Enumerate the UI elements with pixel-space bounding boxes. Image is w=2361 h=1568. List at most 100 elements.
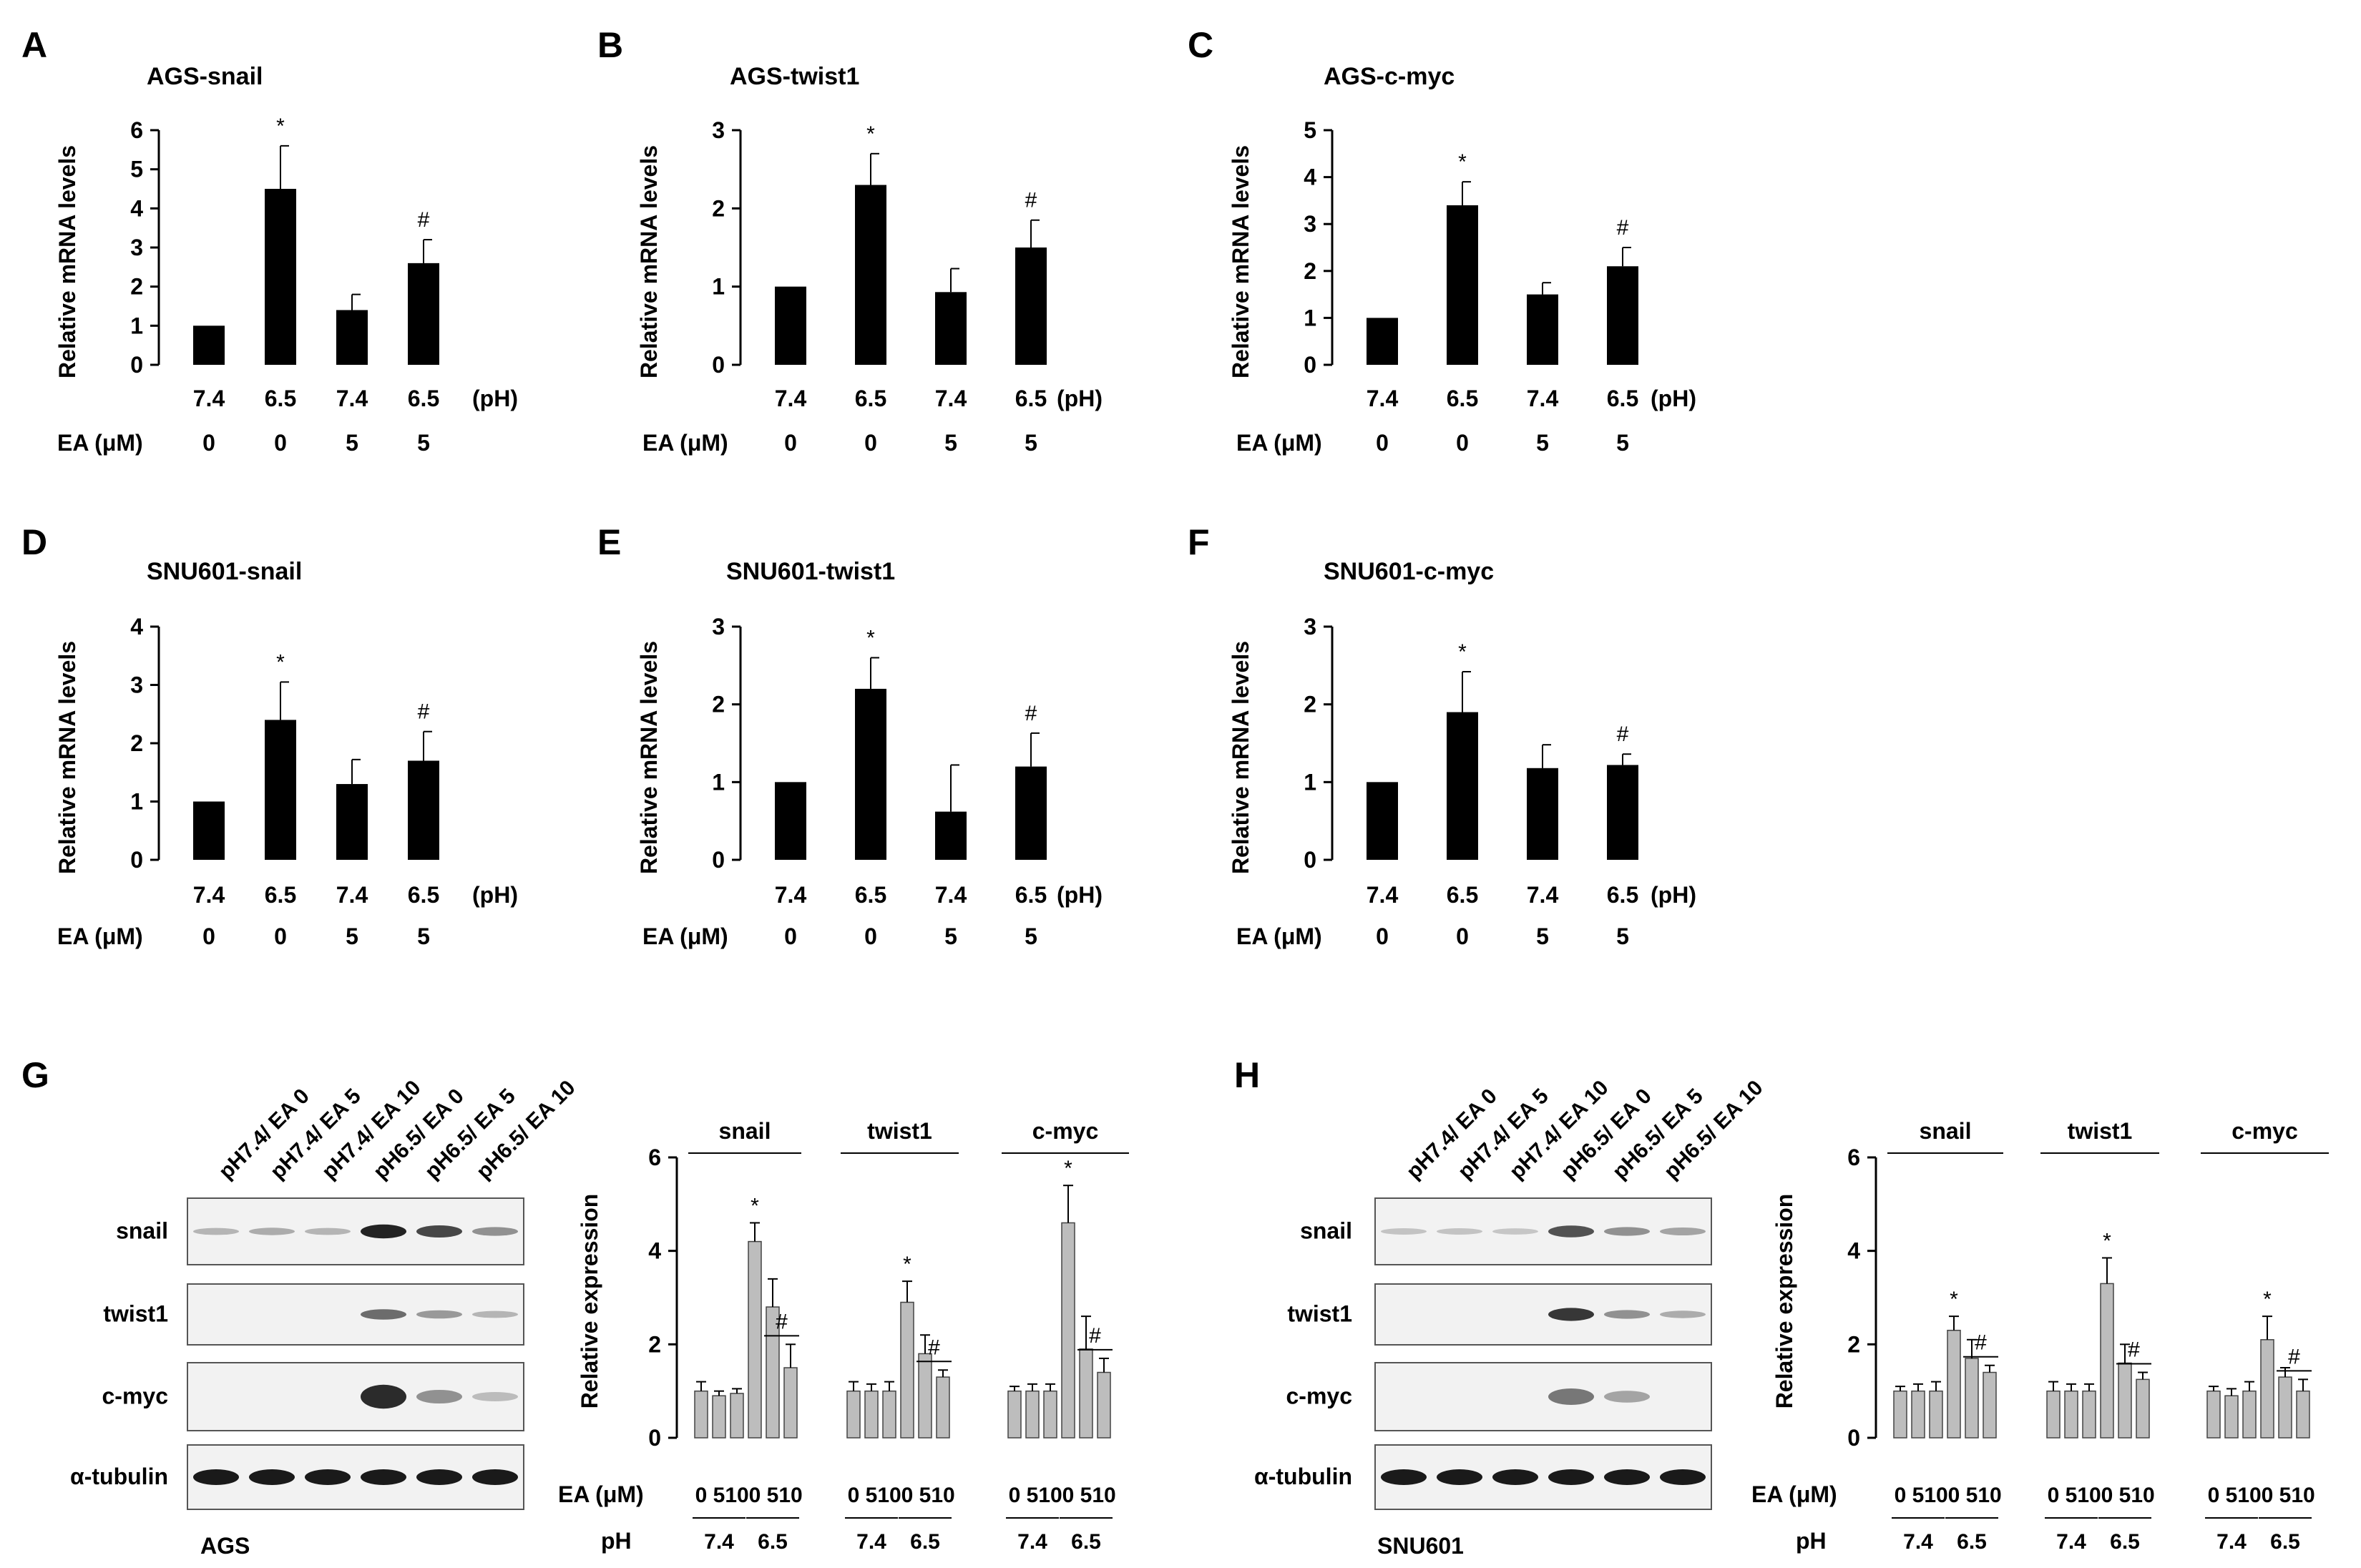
blot-strip — [187, 1283, 524, 1346]
ph-value: 7.4 — [193, 882, 225, 908]
blot-band — [1381, 1228, 1427, 1235]
y-tick-label: 4 — [648, 1238, 661, 1264]
blot-band — [1604, 1310, 1650, 1319]
blot-band — [361, 1224, 406, 1239]
ea-tick-label: 10 — [1924, 1484, 1947, 1507]
bar — [900, 1301, 914, 1439]
ph-tick-label: 7.4 — [1017, 1530, 1047, 1554]
y-axis-label: Relative mRNA levels — [1228, 145, 1253, 378]
bar — [193, 801, 225, 860]
ph-tick-label: 6.5 — [1071, 1530, 1101, 1554]
ea-tick-label: 5 — [767, 1484, 779, 1507]
bar — [1947, 1329, 1961, 1439]
blot-band — [472, 1391, 518, 1402]
ea-value: 0 — [864, 923, 877, 949]
blot-row-label: c-myc — [1286, 1383, 1353, 1409]
y-tick-label: 1 — [130, 789, 143, 815]
blot-strip — [1374, 1444, 1712, 1510]
group-label: snail — [1920, 1118, 1972, 1144]
bar — [1015, 248, 1047, 365]
ph-tick-label: 7.4 — [1903, 1530, 1933, 1554]
y-tick-label: 1 — [712, 274, 725, 300]
blot-band — [1548, 1388, 1594, 1405]
blot-band — [193, 1228, 239, 1235]
ph-tick-label: 6.5 — [2110, 1530, 2140, 1554]
ea-tick-label: 10 — [931, 1484, 954, 1507]
significance-hash: # — [1617, 722, 1629, 746]
bar — [265, 720, 296, 860]
blot-band — [416, 1225, 462, 1238]
bar — [193, 325, 225, 365]
bar — [1447, 712, 1478, 860]
y-tick-label: 2 — [1847, 1331, 1860, 1357]
ea-tick-label: 0 — [2208, 1484, 2220, 1507]
ea-tick-label: 10 — [778, 1484, 802, 1507]
y-tick-label: 0 — [712, 847, 725, 873]
ea-row-label: EA (μM) — [1236, 430, 1322, 456]
ea-value: 0 — [1376, 430, 1389, 456]
significance-star: * — [1064, 1157, 1072, 1180]
significance-star: * — [1950, 1288, 1958, 1311]
ea-row-label: EA (μM) — [558, 1481, 644, 1507]
ea-value: 5 — [346, 923, 358, 949]
blot-row-label: α-tubulin — [1254, 1464, 1352, 1489]
cell-line-label: AGS — [200, 1533, 250, 1559]
ea-tick-label: 0 — [1009, 1484, 1021, 1507]
y-axis-label: Relative mRNA levels — [636, 145, 662, 378]
ea-value: 0 — [274, 430, 287, 456]
significance-hash: # — [2128, 1338, 2140, 1362]
bar — [783, 1367, 798, 1439]
bar — [408, 760, 439, 860]
ph-row-label: (pH) — [1651, 882, 1696, 908]
bar — [775, 782, 806, 860]
panel-letter: E — [597, 522, 621, 562]
ea-value: 5 — [417, 923, 430, 949]
ea-row-label: EA (μM) — [1751, 1481, 1837, 1507]
panel-letter: D — [21, 522, 47, 562]
ph-value: 6.5 — [408, 386, 439, 411]
bar — [1015, 766, 1047, 860]
significance-hash: # — [776, 1310, 788, 1333]
ea-tick-label: 0 — [901, 1484, 914, 1507]
ea-tick-label: 0 — [2101, 1484, 2113, 1507]
y-tick-label: 0 — [648, 1425, 661, 1451]
ph-row-label: pH — [1796, 1528, 1827, 1554]
ph-tick-label: 6.5 — [910, 1530, 940, 1554]
ea-tick-label: 5 — [1912, 1484, 1925, 1507]
blot-row-label: α-tubulin — [70, 1464, 168, 1489]
significance-star: * — [2263, 1288, 2272, 1311]
ph-value: 7.4 — [1367, 386, 1399, 411]
ph-value: 7.4 — [775, 386, 807, 411]
ea-tick-label: 5 — [2119, 1484, 2131, 1507]
ea-row-label: EA (μM) — [642, 430, 728, 456]
bar — [2296, 1390, 2310, 1439]
ea-tick-label: 5 — [866, 1484, 878, 1507]
ph-value: 6.5 — [1447, 386, 1478, 411]
bar — [408, 263, 439, 365]
ea-row-label: EA (μM) — [57, 923, 143, 949]
ea-value: 0 — [784, 923, 797, 949]
y-tick-label: 2 — [130, 274, 143, 300]
ea-tick-label: 10 — [877, 1484, 901, 1507]
ph-value: 7.4 — [193, 386, 225, 411]
ea-tick-label: 10 — [2237, 1484, 2261, 1507]
blot-band — [1381, 1469, 1427, 1485]
ea-tick-label: 5 — [1027, 1484, 1039, 1507]
bar — [2118, 1362, 2132, 1439]
bar — [1607, 266, 1638, 365]
ea-tick-label: 5 — [1080, 1484, 1092, 1507]
y-tick-label: 3 — [712, 117, 725, 143]
blot-band — [361, 1384, 406, 1409]
panel-letter: A — [21, 25, 47, 65]
ph-value: 6.5 — [1015, 386, 1047, 411]
ea-tick-label: 10 — [725, 1484, 748, 1507]
y-tick-label: 0 — [1304, 352, 1316, 378]
blot-band — [1660, 1469, 1706, 1485]
y-tick-label: 1 — [130, 313, 143, 338]
ph-tick-label: 7.4 — [856, 1530, 886, 1554]
ea-value: 0 — [274, 923, 287, 949]
bar — [2064, 1390, 2078, 1439]
group-label: snail — [719, 1118, 771, 1144]
ea-value: 5 — [944, 923, 957, 949]
bar — [1367, 318, 1398, 365]
